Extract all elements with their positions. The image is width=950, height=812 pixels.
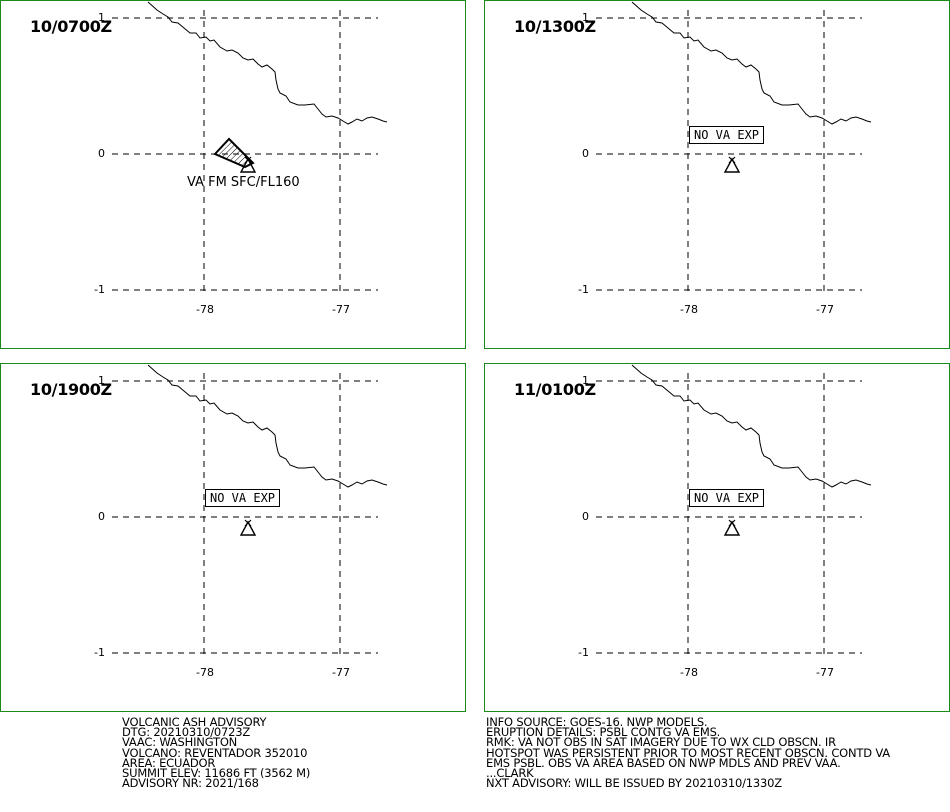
va-height-label: VA FM SFC/FL160 [187,175,300,190]
advisory-line: DTG: 20210310/0723Z [122,725,251,740]
ash-cloud-polygon-icon [213,137,255,169]
advisory-line: ...CLARK [486,765,534,780]
latitude-tick-label: 1 [98,11,105,24]
longitude-tick-label: -77 [332,666,350,679]
advisory-line: VOLCANIC ASH ADVISORY [122,715,267,729]
advisory-line: SUMMIT ELEV: 11686 FT (3562 M) [122,765,311,780]
panel-time-label: 10/0700Z [30,17,112,36]
advisory-line: HOTSPOT WAS PERSISTENT PRIOR TO MOST REC… [486,745,890,760]
forecast-panel-2: 10/1300Z 1 0 -1 -78 -77 NO VA EXP [484,0,950,349]
latitude-tick-label: -1 [578,646,589,659]
panel-time-label: 11/0100Z [514,380,596,399]
map-svg [112,364,388,659]
latitude-tick-label: 0 [582,510,589,523]
map-svg [596,1,872,296]
volcano-triangle-icon [723,520,741,536]
latitude-tick-label: -1 [94,646,105,659]
advisory-line: ERUPTION DETAILS: PSBL CONTG VA EMS. [486,725,721,740]
advisory-line: RMK: VA NOT OBS IN SAT IMAGERY DUE TO WX… [486,735,836,750]
forecast-panel-3: 10/1900Z 1 0 -1 -78 -77 NO VA EXP [0,363,466,712]
latitude-tick-label: 1 [98,374,105,387]
longitude-tick-label: -77 [816,303,834,316]
latitude-tick-label: 1 [582,11,589,24]
longitude-tick-label: -78 [680,666,698,679]
longitude-tick-label: -77 [332,303,350,316]
advisory-line: NXT ADVISORY: WILL BE ISSUED BY 20210310… [486,776,782,791]
advisory-line: EMS PSBL. OBS VA AREA BASED ON NWP MDLS … [486,755,841,770]
advisory-left-text: VOLCANIC ASH ADVISORY DTG: 20210310/0723Z… [122,715,311,791]
volcano-marker-icon [244,519,252,527]
no-va-expected-box: NO VA EXP [689,489,765,507]
panel-time-label: 10/1900Z [30,380,112,399]
advisory-right-text: INFO SOURCE: GOES-16. NWP MODELS. ERUPTIO… [486,715,890,791]
longitude-tick-label: -77 [816,666,834,679]
no-va-expected-box: NO VA EXP [205,489,281,507]
latitude-tick-label: -1 [94,283,105,296]
latitude-tick-label: -1 [578,283,589,296]
map-svg [112,1,388,296]
coastline [631,1,872,125]
latitude-tick-label: 1 [582,374,589,387]
forecast-panel-1: 10/0700Z 1 0 -1 -78 -77 VA FM SFC/FL160 [0,0,466,349]
no-va-expected-box: NO VA EXP [689,126,765,144]
volcano-triangle-icon [723,157,741,173]
longitude-tick-label: -78 [196,303,214,316]
advisory-line: VOLCANO: REVENTADOR 352010 [122,745,308,760]
volcano-marker-icon [728,519,736,527]
forecast-panel-4: 11/0100Z 1 0 -1 -78 -77 NO VA EXP [484,363,950,712]
latitude-tick-label: 0 [582,147,589,160]
map-svg [596,364,872,659]
advisory-line: INFO SOURCE: GOES-16. NWP MODELS. [486,715,708,729]
longitude-tick-label: -78 [680,303,698,316]
coastline [147,1,388,125]
volcano-marker-icon [728,156,736,164]
latitude-tick-label: 0 [98,510,105,523]
advisory-line: VAAC: WASHINGTON [122,735,238,750]
advisory-line: ADVISORY NR: 2021/168 [122,776,259,791]
longitude-tick-label: -78 [196,666,214,679]
coastline [631,364,872,488]
latitude-tick-label: 0 [98,147,105,160]
panel-time-label: 10/1300Z [514,17,596,36]
advisory-line: AREA: ECUADOR [122,755,216,770]
volcano-triangle-icon [239,520,257,536]
coastline [147,364,388,488]
